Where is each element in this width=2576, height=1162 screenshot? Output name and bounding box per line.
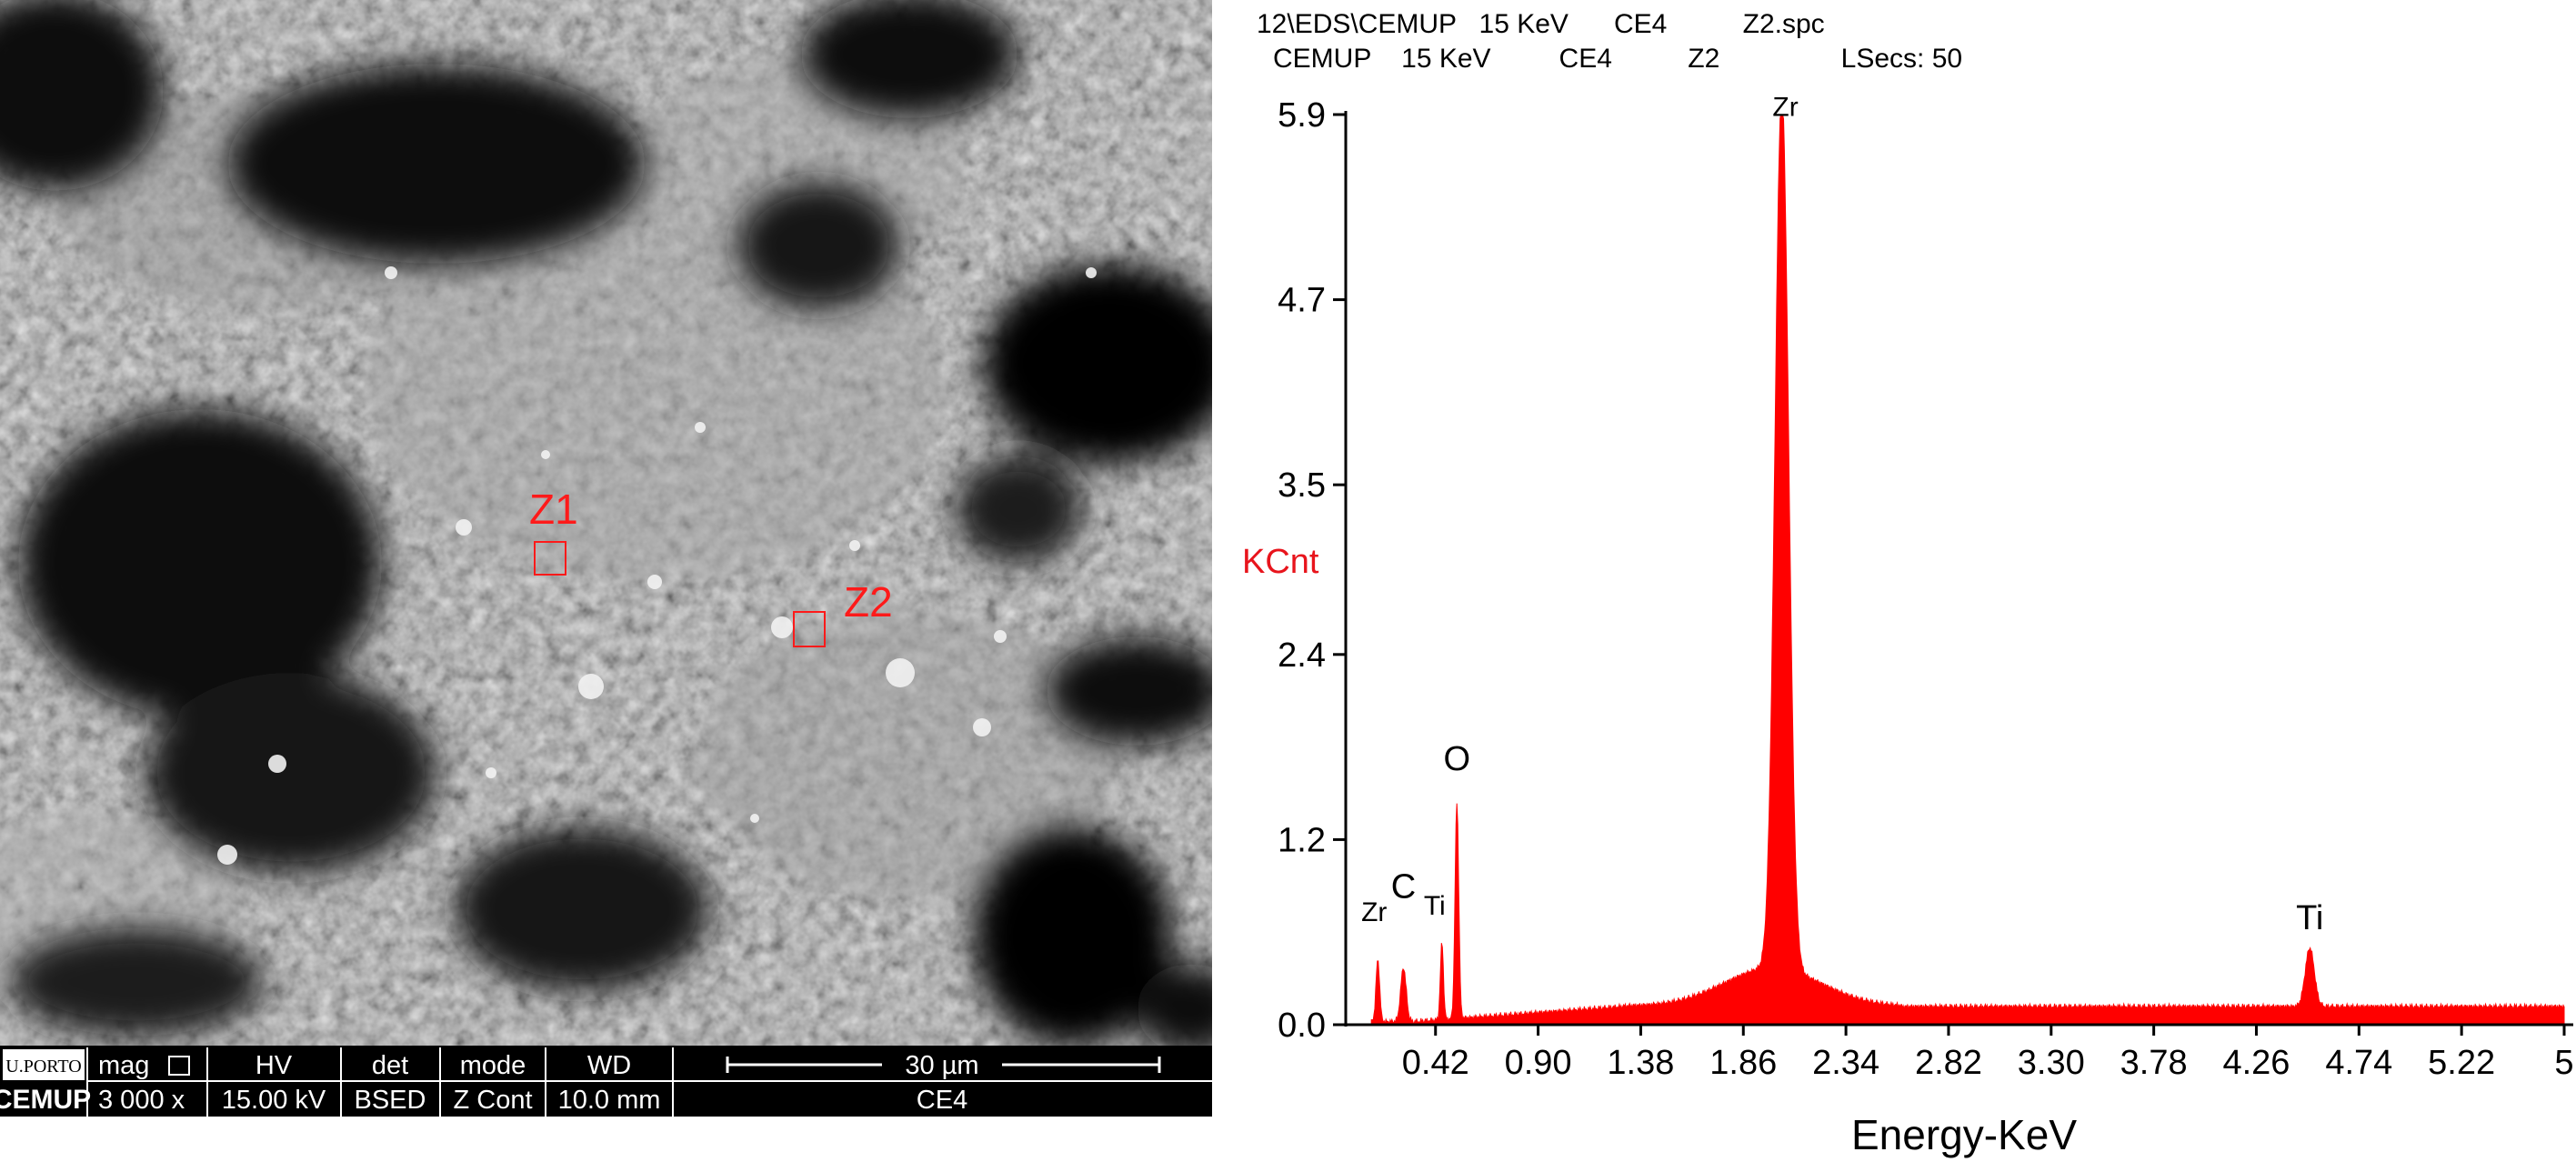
eds-spectrum-panel: 12\EDS\CEMUP 15 KeV CE4 Z2.spc CEMUP 15 … — [1218, 0, 2576, 1162]
logo-top-text: U.PORTO — [5, 1057, 81, 1077]
peak-label-zr: Zr — [1772, 93, 1798, 123]
sem-micrograph-panel: Z1 Z2 U.PORTO CEMUP mag 3 — [0, 0, 1212, 1117]
spectrum-header-line1: 12\EDS\CEMUP 15 KeV CE4 Z2.spc — [1257, 9, 1825, 39]
x-tick-label: 2.82 — [1915, 1044, 1982, 1082]
spectrum-header-line2: CEMUP 15 KeV CE4 Z2 LSecs: 50 — [1273, 44, 1962, 74]
scale-bar — [726, 1057, 1161, 1073]
x-tick-label: 4.26 — [2222, 1044, 2290, 1082]
y-axis-title: KCnt — [1242, 543, 1319, 581]
x-tick-label: 1.38 — [1607, 1044, 1674, 1082]
peak-label-ti: Ti — [2296, 899, 2323, 937]
x-tick-label: 2.34 — [1812, 1044, 1879, 1082]
marker-label-z2: Z2 — [844, 578, 893, 626]
hv-value: 15.00 kV — [222, 1086, 326, 1115]
x-tick-label: 0.42 — [1402, 1044, 1469, 1082]
wd-value: 10.0 mm — [558, 1086, 661, 1115]
x-tick-label: 5.22 — [2428, 1044, 2495, 1082]
y-tick-label: 0.0 — [1278, 1007, 1326, 1045]
x-axis-title: Energy-KeV — [1851, 1111, 2077, 1158]
peak-label-o: O — [1443, 740, 1470, 778]
y-tick-label: 1.2 — [1278, 821, 1326, 859]
x-tick-label: 3.78 — [2120, 1044, 2188, 1082]
y-tick-label: 3.5 — [1278, 466, 1326, 505]
spectrum-area — [1370, 114, 2565, 1026]
plot-area: 0.0 1.2 2.4 3.5 4.7 5.9 0.42 0.90 1.38 1.86 2.34 2.… — [1278, 93, 2573, 1082]
x-tick-label: 4.74 — [2325, 1044, 2392, 1082]
mag-label: mag — [98, 1051, 149, 1080]
det-label: det — [372, 1051, 408, 1080]
sem-micrograph: Z1 Z2 U.PORTO CEMUP mag 3 — [0, 0, 1212, 1117]
peak-label-ti: Ti — [1424, 891, 1446, 921]
square-icon — [168, 1056, 190, 1076]
y-tick-label: 4.7 — [1278, 282, 1326, 320]
logo-bottom-text: CEMUP — [0, 1085, 91, 1115]
x-tick-label: 3.30 — [2018, 1044, 2085, 1082]
scale-label: 30 µm — [905, 1051, 978, 1080]
x-tick-label: 1.86 — [1709, 1044, 1777, 1082]
sem-info-bar: U.PORTO CEMUP mag 3 000 x HV 15.00 kV de… — [0, 1046, 1212, 1117]
hv-label: HV — [256, 1051, 293, 1080]
det-value: BSED — [355, 1086, 426, 1115]
uporto-logo — [3, 1049, 85, 1080]
sample-label: CE4 — [917, 1086, 967, 1115]
sem-marker-z1: Z1 — [529, 486, 578, 576]
y-tick-label: 2.4 — [1278, 636, 1326, 675]
marker-label-z1: Z1 — [529, 486, 578, 533]
eds-spectrum-chart: 12\EDS\CEMUP 15 KeV CE4 Z2.spc CEMUP 15 … — [1242, 9, 2574, 1158]
x-tick-label: 0.90 — [1505, 1044, 1572, 1082]
x-tick-label: 5 — [2554, 1044, 2573, 1082]
mode-label: mode — [460, 1051, 526, 1080]
peak-label-zr: Zr — [1361, 897, 1387, 927]
sem-marker-z2: Z2 — [793, 578, 893, 647]
mode-value: Z Cont — [453, 1086, 532, 1115]
y-tick-label: 5.9 — [1278, 96, 1326, 135]
peak-label-c: C — [1391, 867, 1416, 906]
wd-label: WD — [587, 1051, 631, 1080]
mag-value: 3 000 x — [98, 1086, 185, 1115]
